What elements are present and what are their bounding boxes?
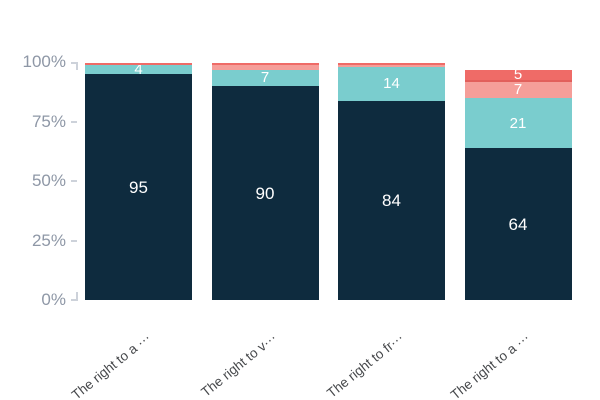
y-axis-bottom-tick [71,292,78,301]
x-axis-label: The right to a ··· [68,330,153,400]
segment-coral-bar-4[interactable]: 5 [464,66,572,84]
segment-light-coral-bar-2[interactable] [211,64,319,70]
y-axis-top-tick [71,62,78,70]
y-axis-tick-label: 50% [31,171,66,190]
y-axis-tick [71,180,77,182]
y-axis-tick [71,121,77,123]
segment-coral-bar-3[interactable] [338,62,445,65]
value-label: 7 [513,81,523,99]
y-axis-tick-label: 25% [31,231,66,250]
segment-teal-bar-2[interactable]: 7 [211,69,319,87]
value-label: 64 [508,214,528,234]
segment-teal-bar-4[interactable]: 21 [464,98,572,149]
value-label: 4 [134,61,143,79]
value-label: 7 [260,69,270,87]
segment-coral-bar-1[interactable] [85,62,192,65]
value-label: 90 [255,183,275,203]
y-axis-tick-label: 75% [31,112,66,131]
y-axis-tick-label: 0% [41,290,66,309]
segment-coral-bar-2[interactable] [211,62,319,65]
value-label: 95 [129,177,148,197]
segment-dark-navy-bar-2[interactable]: 90 [211,86,319,301]
value-label: 84 [382,191,401,211]
value-label: 14 [383,75,400,93]
y-axis-tick [71,240,77,242]
value-label: 21 [509,114,527,132]
segment-dark-navy-bar-3[interactable]: 84 [338,100,445,301]
segment-light-coral-bar-3[interactable] [338,64,445,68]
value-label: 5 [513,66,523,84]
segment-dark-navy-bar-4[interactable]: 64 [464,148,572,301]
segment-light-coral-bar-4[interactable]: 7 [464,81,572,99]
segment-dark-navy-bar-1[interactable]: 95 [85,74,192,301]
segment-teal-bar-3[interactable]: 14 [338,67,445,101]
y-axis-tick-label: 100% [22,52,66,71]
segment-teal-bar-1[interactable]: 4 [85,61,192,79]
